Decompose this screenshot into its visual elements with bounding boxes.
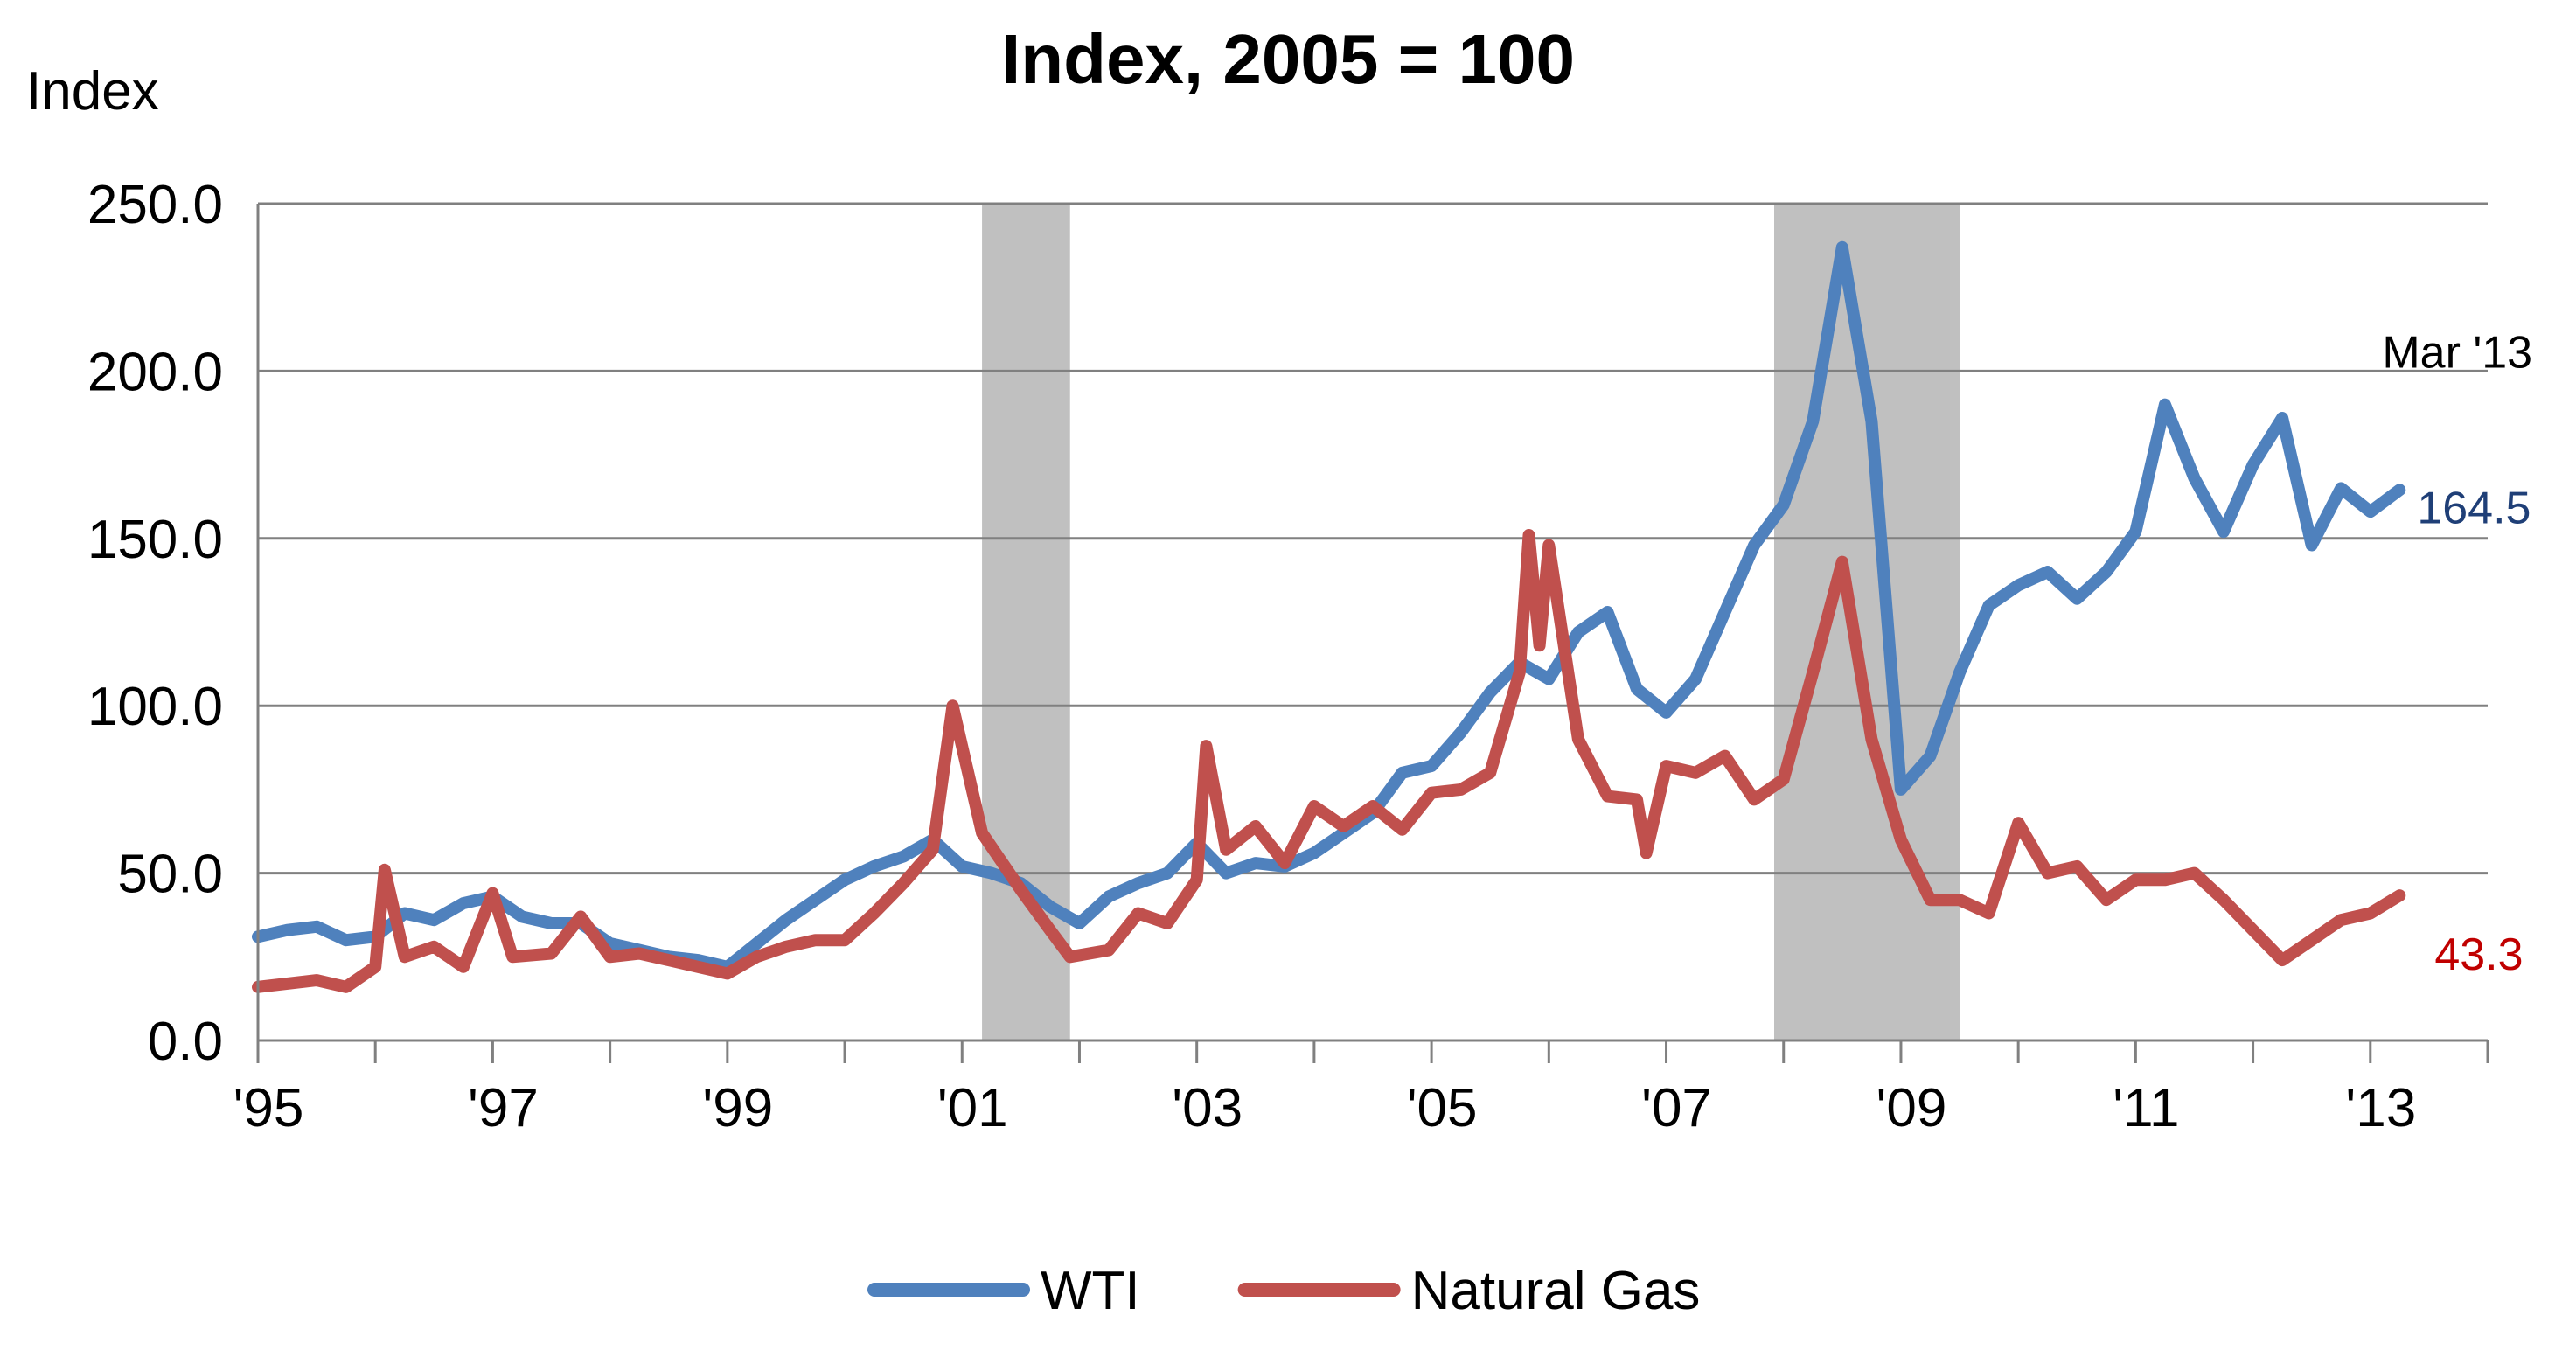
y-tick-label: 0.0 — [148, 1012, 223, 1072]
x-tick-label: '97 — [468, 1078, 539, 1138]
y-tick-label: 250.0 — [87, 175, 223, 235]
plot-area: 0.0 50.0 100.0 150.0 200.0 250.0 '95 '97 '99 '01 '… — [87, 175, 2532, 1138]
y-axis-label: Index — [26, 61, 159, 122]
y-tick-label: 150.0 — [87, 510, 223, 570]
legend-label-wti: WTI — [1041, 1261, 1140, 1321]
x-tick-label: '01 — [937, 1078, 1008, 1138]
series-lines — [252, 240, 2406, 993]
x-tick-label: '07 — [1641, 1078, 1712, 1138]
annotation-wti-value: 164.5 — [2417, 483, 2531, 533]
x-tick-label: '11 — [2113, 1078, 2179, 1138]
series-line-wti — [252, 240, 2406, 973]
annotation-date: Mar '13 — [2382, 328, 2532, 379]
x-tick-label: '13 — [2345, 1078, 2416, 1138]
axes: 0.0 50.0 100.0 150.0 200.0 250.0 '95 '97 '99 '01 '… — [87, 175, 2489, 1138]
series-line-natural-gas — [252, 529, 2406, 993]
grid-lines — [258, 202, 2488, 875]
legend-label-natural-gas: Natural Gas — [1411, 1261, 1701, 1321]
y-tick-label: 50.0 — [117, 845, 223, 905]
x-tick-label: '09 — [1876, 1078, 1947, 1138]
x-tick-label: '03 — [1172, 1078, 1243, 1138]
x-tick-label: '99 — [702, 1078, 773, 1138]
legend: WTI Natural Gas — [867, 1261, 1701, 1321]
annotations: Mar '13 164.5 43.3 — [2382, 328, 2532, 981]
annotation-gas-value: 43.3 — [2434, 929, 2523, 980]
recession-bands — [982, 204, 1960, 1040]
y-tick-label: 200.0 — [87, 342, 223, 402]
x-tick-label: '05 — [1407, 1078, 1478, 1138]
recession-band-2 — [1774, 204, 1960, 1040]
x-tick-label: '95 — [233, 1078, 304, 1138]
chart-title: Index, 2005 = 100 — [1001, 20, 1575, 98]
y-tick-label: 100.0 — [87, 677, 223, 737]
